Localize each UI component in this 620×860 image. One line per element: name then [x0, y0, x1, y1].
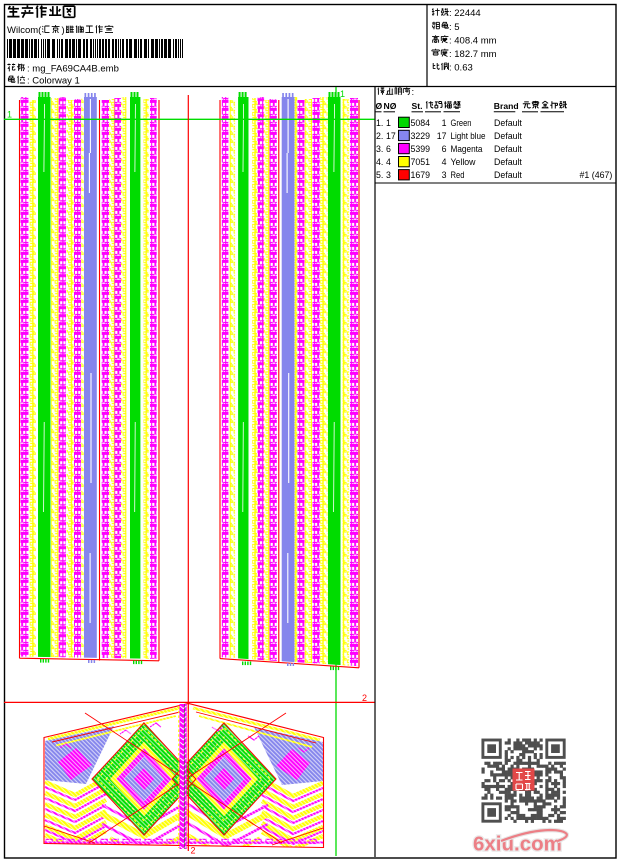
- svg-text:3: 3: [442, 170, 447, 180]
- svg-text:NØ: NØ: [384, 101, 397, 111]
- svg-text:3: 3: [386, 170, 391, 180]
- svg-text:): ): [62, 25, 65, 36]
- svg-text:: 182.7 mm: : 182.7 mm: [449, 49, 497, 60]
- svg-text:#1 (467): #1 (467): [580, 170, 613, 180]
- svg-text:: 0.63: : 0.63: [449, 63, 473, 74]
- svg-text:: 408.4 mm: : 408.4 mm: [449, 35, 497, 46]
- svg-text:Green: Green: [451, 118, 472, 128]
- svg-text:Default: Default: [494, 131, 522, 141]
- svg-text:: mg_FA69CA4B.emb: : mg_FA69CA4B.emb: [27, 64, 119, 75]
- svg-text:1: 1: [386, 118, 391, 128]
- svg-text:Default: Default: [494, 144, 522, 154]
- svg-text:2: 2: [362, 693, 367, 703]
- svg-text:17: 17: [386, 131, 396, 141]
- svg-text:St.: St.: [412, 101, 423, 111]
- svg-text:Default: Default: [494, 157, 522, 167]
- svg-text:Red: Red: [451, 170, 465, 180]
- svg-text:17: 17: [437, 131, 447, 141]
- svg-text:Light blue: Light blue: [451, 131, 486, 141]
- svg-text:3.: 3.: [376, 144, 383, 154]
- svg-text:Yellow: Yellow: [451, 157, 477, 167]
- svg-text:5084: 5084: [411, 118, 431, 128]
- svg-text:: 22444: : 22444: [449, 8, 481, 19]
- svg-text::: :: [412, 87, 415, 98]
- svg-text:6: 6: [386, 144, 391, 154]
- svg-text:Default: Default: [494, 118, 522, 128]
- svg-text:: 5: : 5: [449, 22, 460, 33]
- svg-text:4: 4: [442, 157, 447, 167]
- svg-text:1.: 1.: [376, 118, 383, 128]
- svg-text:1: 1: [7, 110, 12, 120]
- svg-text:: Colorway 1: : Colorway 1: [27, 76, 80, 87]
- svg-text:4.: 4.: [376, 157, 383, 167]
- svg-text:2.: 2.: [376, 131, 383, 141]
- svg-text:Magenta: Magenta: [451, 144, 483, 154]
- svg-text:Wilcom(: Wilcom(: [7, 25, 42, 36]
- svg-text:1: 1: [442, 118, 447, 128]
- svg-text:7051: 7051: [411, 157, 431, 167]
- svg-text:Brand: Brand: [494, 101, 519, 111]
- svg-text:5.: 5.: [376, 170, 383, 180]
- svg-text:4: 4: [386, 157, 391, 167]
- svg-text:Default: Default: [494, 170, 522, 180]
- svg-text:6: 6: [442, 144, 447, 154]
- svg-text:Ø: Ø: [376, 101, 383, 111]
- svg-text:3229: 3229: [411, 131, 431, 141]
- svg-text:2: 2: [191, 846, 196, 856]
- svg-text:1679: 1679: [411, 170, 431, 180]
- svg-text:5399: 5399: [411, 144, 431, 154]
- svg-text:1: 1: [340, 89, 345, 99]
